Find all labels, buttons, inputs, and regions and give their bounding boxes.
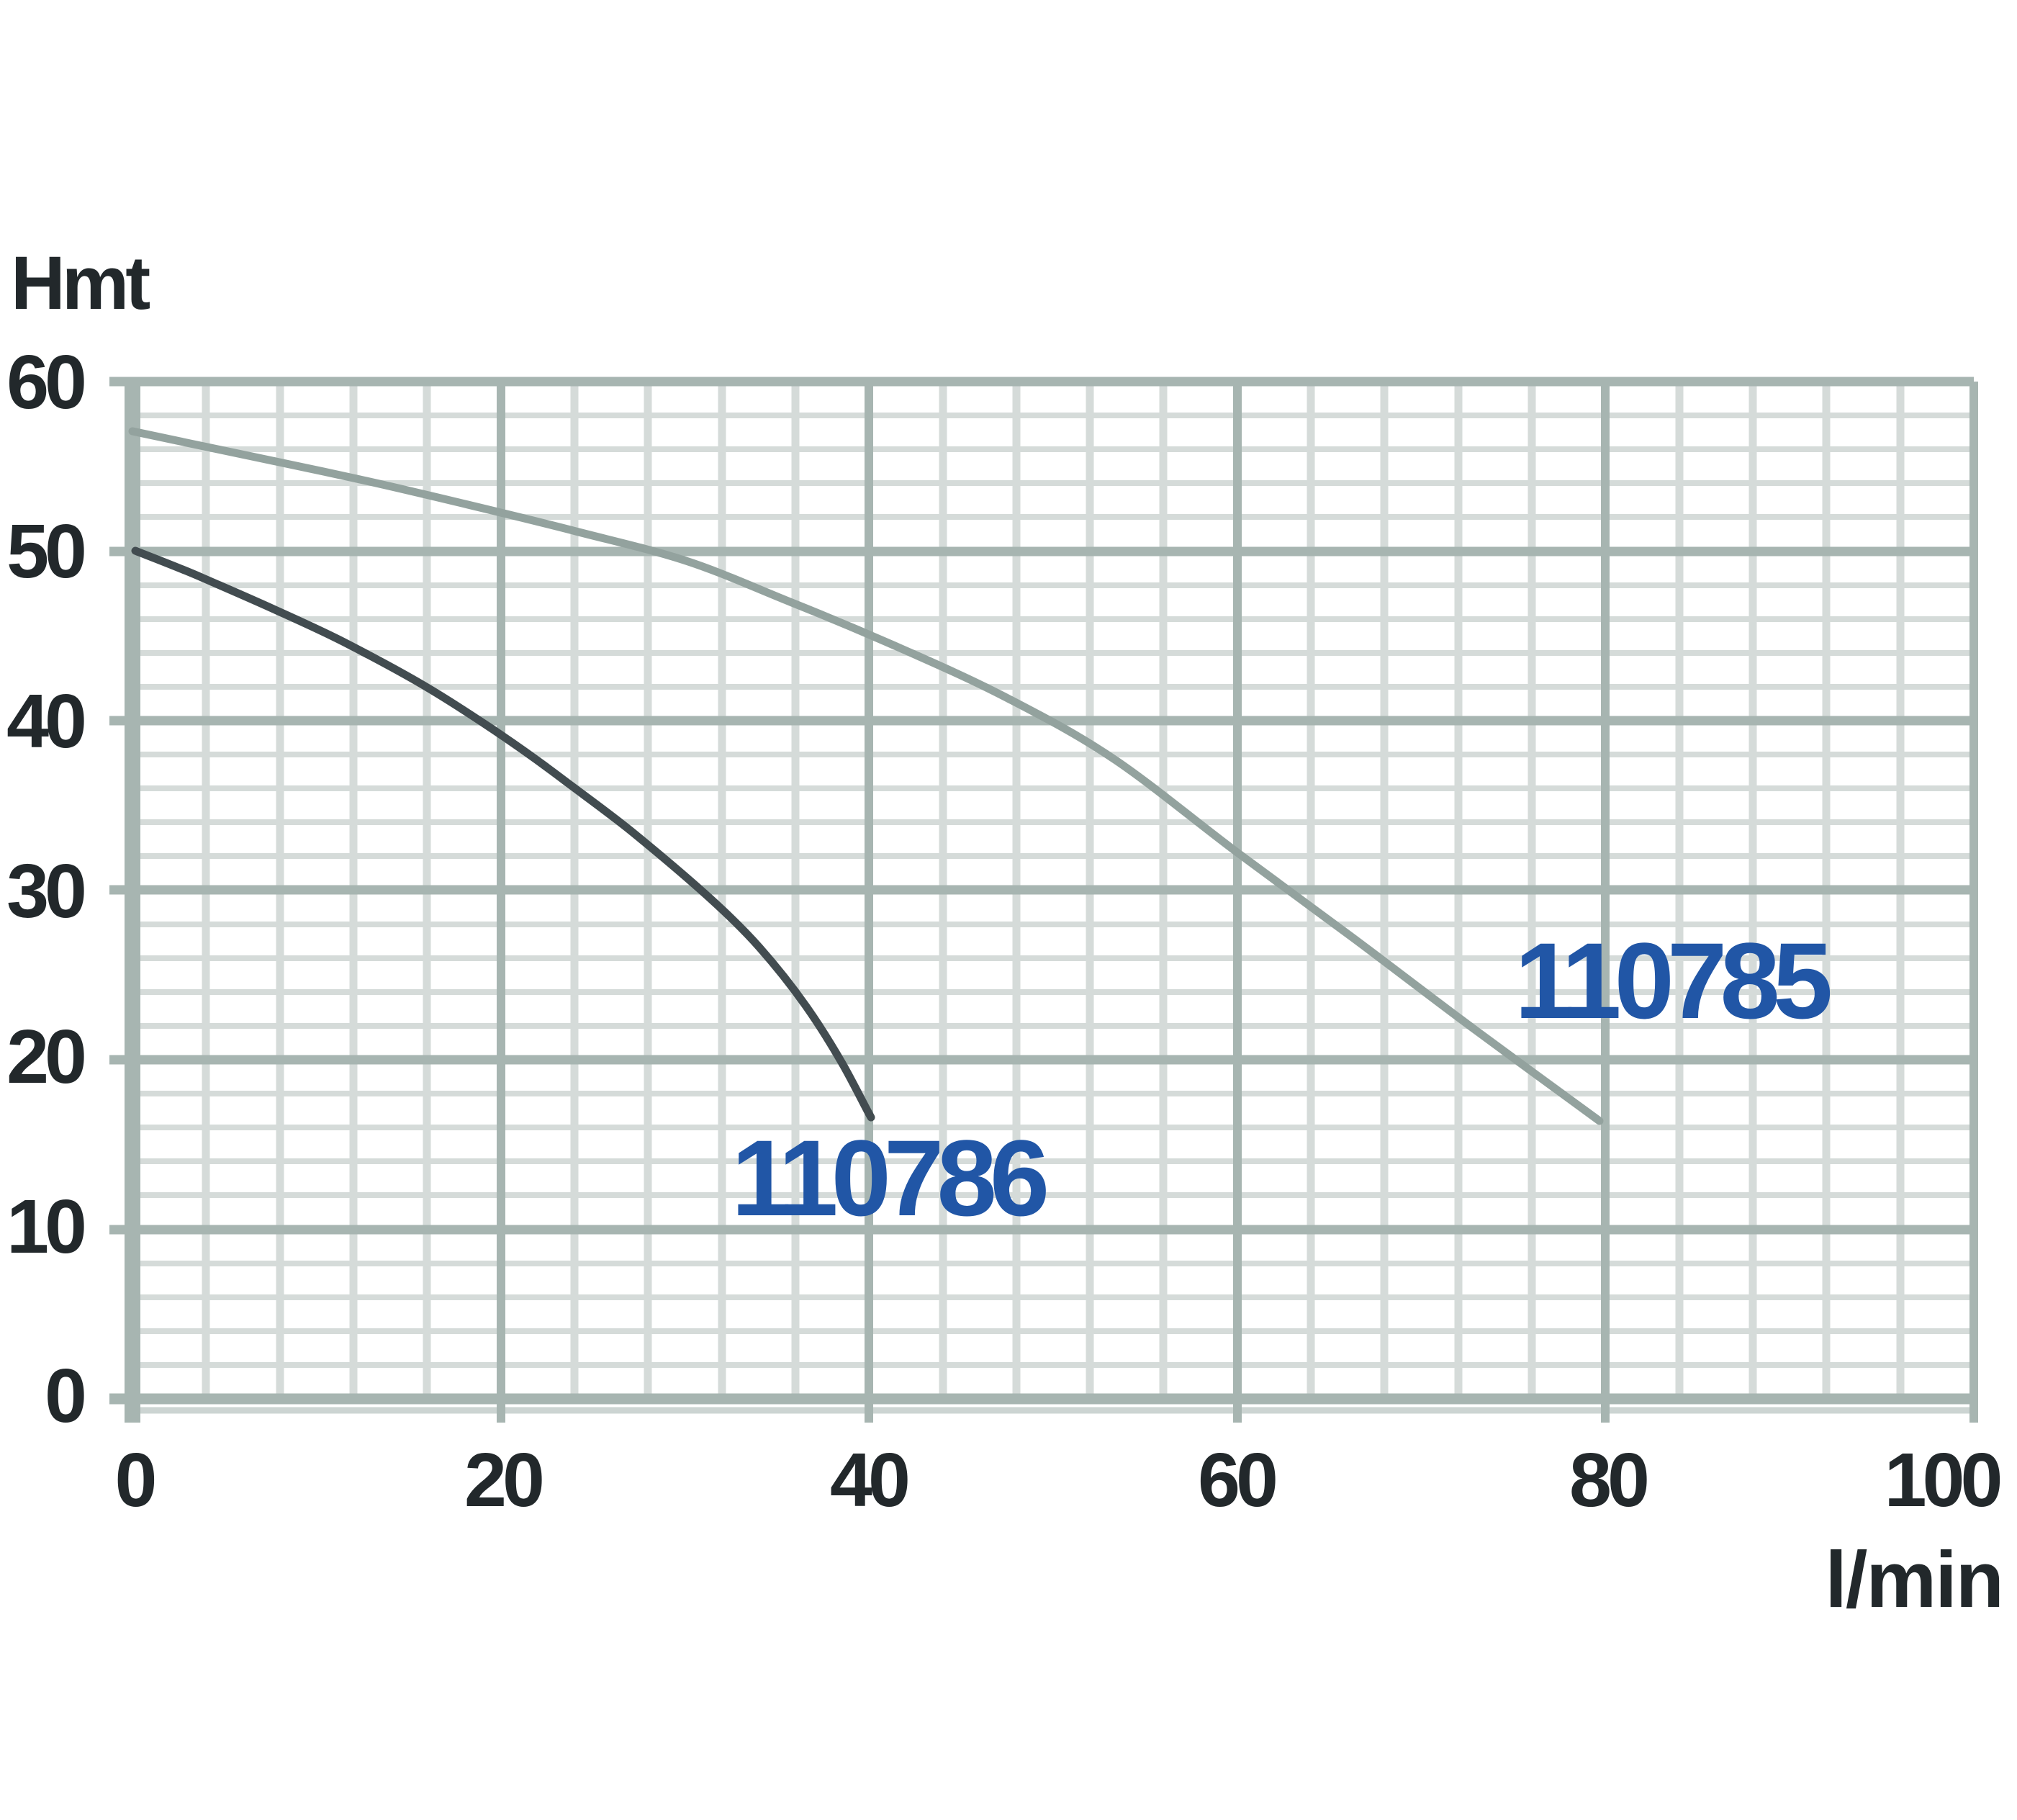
svg-text:10: 10 bbox=[6, 1184, 84, 1269]
svg-text:110786: 110786 bbox=[731, 1117, 1046, 1238]
svg-text:60: 60 bbox=[1198, 1438, 1276, 1523]
svg-text:60: 60 bbox=[6, 340, 84, 425]
svg-text:100: 100 bbox=[1885, 1438, 2000, 1523]
svg-text:0: 0 bbox=[115, 1438, 155, 1523]
svg-text:110785: 110785 bbox=[1515, 920, 1831, 1041]
svg-text:40: 40 bbox=[6, 679, 84, 764]
svg-text:80: 80 bbox=[1569, 1438, 1647, 1523]
svg-text:l/min: l/min bbox=[1825, 1536, 2003, 1624]
svg-text:50: 50 bbox=[6, 509, 84, 594]
svg-text:0: 0 bbox=[45, 1353, 84, 1438]
svg-text:30: 30 bbox=[6, 849, 84, 934]
svg-text:40: 40 bbox=[830, 1438, 908, 1523]
svg-text:Hmt: Hmt bbox=[11, 241, 150, 325]
svg-text:20: 20 bbox=[6, 1014, 84, 1099]
svg-text:20: 20 bbox=[464, 1438, 542, 1523]
